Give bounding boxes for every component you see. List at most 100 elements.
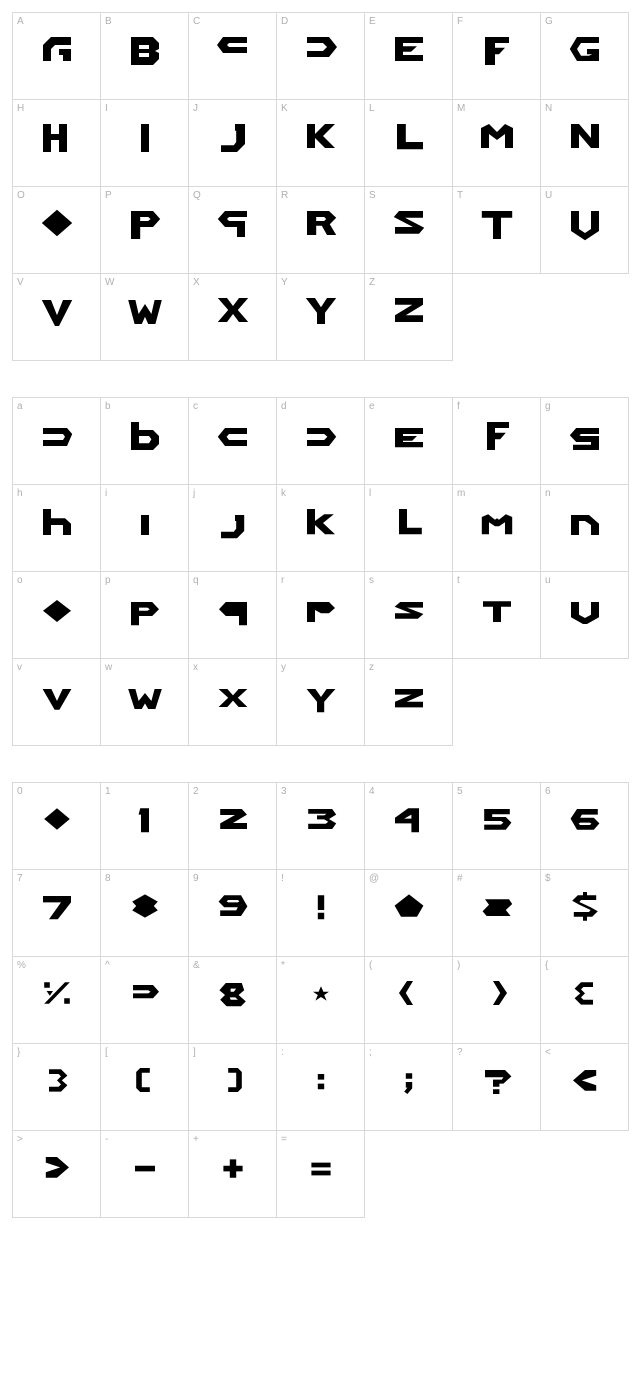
glyph-label: 9 xyxy=(193,873,199,884)
empty-cell xyxy=(541,1131,629,1218)
glyph-icon xyxy=(365,27,452,99)
glyph-label: l xyxy=(369,488,371,499)
glyph-icon xyxy=(365,499,452,571)
glyph-label: t xyxy=(457,575,460,586)
glyph-label: ( xyxy=(369,960,372,971)
glyph-icon xyxy=(453,797,540,869)
glyph-icon xyxy=(541,114,628,186)
glyph-cell: R xyxy=(277,187,365,274)
glyph-cell: f xyxy=(453,398,541,485)
glyph-label: k xyxy=(281,488,286,499)
glyph-label: 8 xyxy=(105,873,111,884)
glyph-cell: ] xyxy=(189,1044,277,1131)
glyph-cell: 3 xyxy=(277,783,365,870)
glyph-icon xyxy=(189,797,276,869)
glyph-label: a xyxy=(17,401,23,412)
glyph-label: f xyxy=(457,401,460,412)
glyph-label: O xyxy=(17,190,25,201)
glyph-label: p xyxy=(105,575,111,586)
glyph-label: 1 xyxy=(105,786,111,797)
glyph-cell: & xyxy=(189,957,277,1044)
glyph-icon xyxy=(277,288,364,360)
glyph-label: e xyxy=(369,401,375,412)
glyph-label: U xyxy=(545,190,552,201)
glyph-icon xyxy=(453,27,540,99)
glyph-cell: s xyxy=(365,572,453,659)
glyph-icon xyxy=(189,201,276,273)
glyph-label: z xyxy=(369,662,374,673)
glyph-cell: q xyxy=(189,572,277,659)
glyph-icon xyxy=(277,1145,364,1217)
glyph-icon xyxy=(277,499,364,571)
glyph-label: K xyxy=(281,103,288,114)
glyph-label: 0 xyxy=(17,786,23,797)
glyph-icon xyxy=(541,884,628,956)
glyph-cell: G xyxy=(541,13,629,100)
glyph-label: y xyxy=(281,662,286,673)
glyph-icon xyxy=(189,27,276,99)
glyph-cell: u xyxy=(541,572,629,659)
glyph-cell: Y xyxy=(277,274,365,361)
glyph-cell: > xyxy=(13,1131,101,1218)
glyph-cell: U xyxy=(541,187,629,274)
glyph-cell: l xyxy=(365,485,453,572)
glyph-icon xyxy=(453,201,540,273)
glyph-icon xyxy=(277,114,364,186)
glyph-icon xyxy=(277,884,364,956)
glyph-cell: ? xyxy=(453,1044,541,1131)
glyph-icon xyxy=(365,673,452,745)
glyph-icon xyxy=(277,201,364,273)
glyph-label: : xyxy=(281,1047,284,1058)
glyph-label: 7 xyxy=(17,873,23,884)
glyph-cell: C xyxy=(189,13,277,100)
glyph-icon xyxy=(453,586,540,658)
glyph-icon xyxy=(101,586,188,658)
glyph-label: $ xyxy=(545,873,551,884)
glyph-icon xyxy=(13,412,100,484)
glyph-icon xyxy=(541,586,628,658)
glyph-cell: n xyxy=(541,485,629,572)
empty-cell xyxy=(365,1131,453,1218)
glyph-icon xyxy=(13,27,100,99)
glyph-icon xyxy=(365,884,452,956)
glyph-cell: D xyxy=(277,13,365,100)
glyph-label: h xyxy=(17,488,23,499)
glyph-icon xyxy=(365,586,452,658)
glyph-icon xyxy=(189,288,276,360)
glyph-cell: w xyxy=(101,659,189,746)
glyph-cell: ^ xyxy=(101,957,189,1044)
glyph-cell: x xyxy=(189,659,277,746)
glyph-icon xyxy=(189,586,276,658)
glyph-label: i xyxy=(105,488,107,499)
glyph-icon xyxy=(365,797,452,869)
glyph-label: [ xyxy=(105,1047,108,1058)
glyph-cell: t xyxy=(453,572,541,659)
glyph-icon xyxy=(101,412,188,484)
glyph-icon xyxy=(189,1145,276,1217)
glyph-label: ! xyxy=(281,873,284,884)
glyph-label: T xyxy=(457,190,463,201)
glyph-cell: M xyxy=(453,100,541,187)
glyph-cell: = xyxy=(277,1131,365,1218)
glyph-icon xyxy=(277,586,364,658)
glyph-label: Y xyxy=(281,277,288,288)
glyph-cell: g xyxy=(541,398,629,485)
glyph-label: w xyxy=(105,662,112,673)
empty-cell xyxy=(541,659,629,746)
glyph-icon xyxy=(365,114,452,186)
glyph-icon xyxy=(189,884,276,956)
glyph-label: 2 xyxy=(193,786,199,797)
glyph-label: o xyxy=(17,575,23,586)
glyph-icon xyxy=(101,27,188,99)
glyph-label: D xyxy=(281,16,288,27)
glyph-cell: K xyxy=(277,100,365,187)
empty-cell xyxy=(453,659,541,746)
glyph-icon xyxy=(277,797,364,869)
glyph-icon xyxy=(13,884,100,956)
glyph-cell: ! xyxy=(277,870,365,957)
glyph-label: d xyxy=(281,401,287,412)
glyph-label: X xyxy=(193,277,200,288)
glyph-label: q xyxy=(193,575,199,586)
glyph-cell: 8 xyxy=(101,870,189,957)
glyph-cell: O xyxy=(13,187,101,274)
